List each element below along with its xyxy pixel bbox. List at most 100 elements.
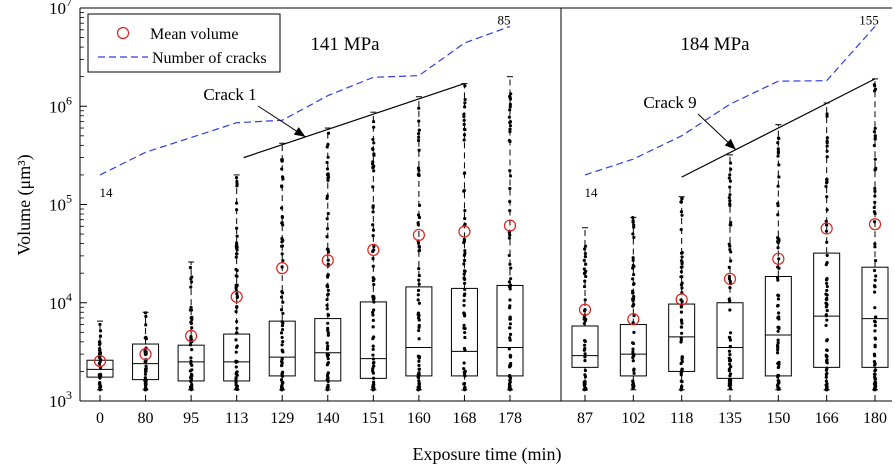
sample-dot-160 [417,245,422,249]
x-tick-label-151: 151 [361,410,385,427]
sample-dot-95 [190,315,194,319]
sample-dot-160 [417,318,421,322]
sample-dot-113 [234,310,238,314]
mean-marker-129 [276,262,289,275]
sample-dot-150 [776,344,780,348]
sample-dot-102 [632,314,636,318]
sample-dot-151 [372,244,376,249]
sample-dot-150 [776,385,780,390]
sample-dot-0 [97,373,102,378]
sample-dot-160 [417,278,421,282]
sample-dot-135 [728,336,732,340]
sample-dot-129 [280,167,284,171]
sample-dot-118 [679,325,684,329]
sample-dot-168 [463,216,467,221]
sample-dot-151 [371,318,375,323]
sample-dot-151 [372,282,376,287]
sample-dot-129 [281,380,285,384]
sample-dot-129 [281,300,285,304]
legend-cracks-label: Number of cracks [152,50,267,67]
sample-dot-118 [680,379,684,384]
sample-dot-129 [279,331,284,335]
sample-dot-140 [325,217,329,221]
sample-dot-140 [326,178,330,183]
annotation-label: Crack 1 [203,85,256,104]
x-tick-label-80: 80 [138,410,154,427]
sample-dot-166 [825,144,829,148]
mean-marker-178 [503,219,517,232]
mean-marker-168 [458,225,471,238]
sample-dot-166 [825,318,829,322]
sample-dot-160 [417,325,421,329]
sample-dot-160 [417,337,421,341]
sample-dot-168 [463,269,467,273]
sample-dot-95 [189,361,193,366]
sample-dot-0 [98,341,102,346]
sample-dot-178 [508,174,513,178]
sample-dot-0 [98,380,102,385]
crack-count-start-label: 14 [585,185,599,200]
x-tick-label-150: 150 [766,410,790,427]
sample-dot-118 [679,371,683,375]
sample-dot-150 [776,329,780,333]
sample-dot-180 [874,274,878,278]
x-tick-label-95: 95 [183,410,199,427]
sample-dot-129 [280,327,285,332]
sample-dot-151 [371,344,375,348]
sample-dot-129 [280,361,284,365]
sample-dot-87 [582,267,586,271]
sample-dot-168 [463,326,467,331]
sample-dot-118 [679,310,684,314]
sample-dot-180 [872,290,877,294]
sample-dot-87 [583,298,587,302]
sample-dot-135 [728,193,732,197]
sample-dot-80 [143,360,147,364]
sample-dot-80 [144,323,148,327]
sample-dot-151 [371,347,375,352]
sample-dot-180 [873,363,877,367]
sample-dot-150 [776,338,780,342]
sample-dot-180 [873,368,878,372]
sample-dot-168 [463,97,467,102]
box-135 [716,302,744,379]
sample-dot-102 [632,371,636,375]
sample-dot-168 [462,293,466,298]
box-80 [132,343,160,381]
sample-dot-160 [417,301,422,305]
sample-dot-180 [873,329,877,333]
sample-dot-80 [143,376,147,380]
sample-dot-160 [417,148,421,152]
y-tick-label: 105 [49,192,72,215]
sample-dot-168 [463,314,467,318]
sample-dot-87 [583,346,587,351]
sample-dot-140 [325,307,329,311]
sample-dot-178 [507,236,511,240]
sample-dot-140 [326,211,330,216]
sample-dot-166 [825,277,829,281]
sample-dot-168 [463,369,467,374]
sample-dot-113 [234,338,238,342]
y-tick-label-exp: 3 [66,388,72,402]
sample-dot-160 [416,298,420,302]
sample-dot-166 [825,339,829,343]
sample-dot-150 [776,147,780,151]
panel-title: 184 MPa [680,34,750,55]
sample-dot-180 [873,320,877,324]
sample-dot-160 [416,354,420,358]
sample-dot-135 [727,242,731,246]
sample-dot-102 [632,272,636,277]
sample-dot-95 [190,326,194,330]
crack-trend-line [243,83,465,159]
sample-dot-151 [371,210,375,214]
sample-dot-151 [372,141,376,145]
sample-dot-129 [280,348,284,352]
sample-dot-150 [776,303,780,308]
sample-dot-129 [280,323,285,328]
sample-dot-160 [416,313,420,317]
box-118 [668,303,696,372]
sample-dot-168 [462,118,466,122]
sample-dot-160 [417,135,421,139]
sample-dot-168 [462,188,466,193]
sample-dot-168 [462,114,466,119]
sample-dot-129 [280,252,284,256]
